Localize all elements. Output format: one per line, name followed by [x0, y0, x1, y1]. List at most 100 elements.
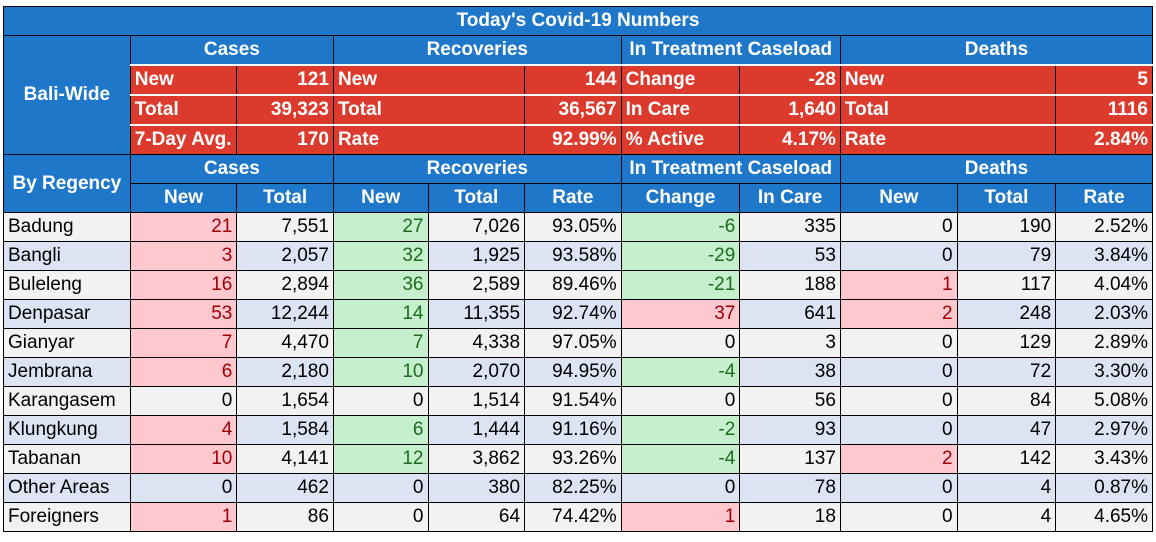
regency-value: 1,654 [236, 386, 334, 416]
bali-wide-label-cell: New [129, 64, 238, 96]
regency-value: 93.05% [524, 212, 622, 242]
regency-value: 93 [739, 415, 841, 445]
bali-wide-group-header: Deaths [839, 35, 1154, 66]
regency-value: 2,589 [427, 270, 526, 300]
regency-value: 2,057 [236, 241, 334, 271]
regency-value: 11,355 [427, 299, 526, 329]
table-row: Badung 21 7,551 27 7,026 93.05% -6 335 0 190 2.52% [3, 212, 1153, 242]
regency-value: 16 [129, 270, 238, 300]
regency-name: Klungkung [3, 415, 131, 445]
regency-group-header: Recoveries [332, 154, 622, 184]
regency-value: 72 [956, 357, 1057, 387]
table-row: Foreigners 1 86 0 64 74.42% 1 18 0 4 4.65% [3, 502, 1153, 532]
regency-value: 6 [332, 415, 429, 445]
regency-value: 21 [129, 212, 238, 242]
regency-value: 47 [956, 415, 1057, 445]
regency-value: 0 [129, 473, 238, 503]
table-row: Denpasar 53 12,244 14 11,355 92.74% 37 641 2 248 2… [3, 299, 1153, 329]
regency-value: 12,244 [236, 299, 334, 329]
bali-wide-value-cell: 92.99% [524, 124, 622, 155]
bali-wide-value-cell: 144 [524, 64, 622, 96]
regency-value: 7,026 [427, 212, 526, 242]
regency-column-header: Total [956, 183, 1057, 213]
regency-value: 641 [739, 299, 841, 329]
by-regency-label: By Regency [3, 154, 131, 213]
regency-name: Badung [3, 212, 131, 242]
regency-value: 2.03% [1055, 299, 1153, 329]
regency-name: Gianyar [3, 328, 131, 358]
bali-wide-label-cell: In Care [620, 94, 741, 126]
regency-value: 0 [839, 357, 958, 387]
regency-value: 10 [129, 444, 238, 474]
bali-wide-label-cell: Change [620, 64, 741, 96]
regency-value: 37 [620, 299, 741, 329]
regency-value: 2.97% [1055, 415, 1153, 445]
regency-value: 79 [956, 241, 1057, 271]
regency-value: 10 [332, 357, 429, 387]
regency-value: 56 [739, 386, 841, 416]
bali-wide-value-cell: 170 [236, 124, 334, 155]
regency-value: 1,514 [427, 386, 526, 416]
regency-value: 0 [620, 473, 741, 503]
regency-value: 129 [956, 328, 1057, 358]
regency-value: 7 [332, 328, 429, 358]
regency-value: -4 [620, 357, 741, 387]
regency-value: 0 [620, 328, 741, 358]
table-title: Today's Covid-19 Numbers [3, 6, 1153, 36]
regency-value: 335 [739, 212, 841, 242]
regency-value: 53 [129, 299, 238, 329]
regency-value: 0 [839, 415, 958, 445]
bali-wide-label-cell: 7-Day Avg. [129, 124, 238, 155]
bali-wide-value-cell: 39,323 [236, 94, 334, 126]
regency-column-header: In Care [739, 183, 841, 213]
regency-value: 86 [236, 502, 334, 532]
regency-value: 1 [129, 502, 238, 532]
regency-value: 6 [129, 357, 238, 387]
regency-group-header: Cases [129, 154, 334, 184]
regency-value: -29 [620, 241, 741, 271]
regency-value: 0 [839, 386, 958, 416]
regency-value: 7,551 [236, 212, 334, 242]
table-row: Bangli 3 2,057 32 1,925 93.58% -29 53 0 79 3.84% [3, 241, 1153, 271]
regency-value: 0 [839, 473, 958, 503]
bali-wide-label-cell: Total [332, 94, 526, 126]
regency-value: 12 [332, 444, 429, 474]
regency-value: -2 [620, 415, 741, 445]
regency-value: 3.43% [1055, 444, 1153, 474]
regency-value: 2 [839, 299, 958, 329]
bali-wide-value-cell: 36,567 [524, 94, 622, 126]
regency-value: 4.04% [1055, 270, 1153, 300]
regency-value: 64 [427, 502, 526, 532]
bali-wide-value-cell: 1116 [1055, 94, 1153, 126]
bali-wide-label-cell: Rate [839, 124, 1057, 155]
regency-value: 1,925 [427, 241, 526, 271]
regency-value: 3,862 [427, 444, 526, 474]
regency-value: 4 [956, 502, 1057, 532]
regency-value: 89.46% [524, 270, 622, 300]
regency-value: 0 [332, 473, 429, 503]
bali-wide-label-cell: New [839, 64, 1057, 96]
regency-value: 0 [839, 212, 958, 242]
regency-value: 0 [620, 386, 741, 416]
regency-column-header: New [129, 183, 238, 213]
regency-value: 2.52% [1055, 212, 1153, 242]
regency-value: 188 [739, 270, 841, 300]
regency-value: 94.95% [524, 357, 622, 387]
regency-value: 14 [332, 299, 429, 329]
regency-value: 142 [956, 444, 1057, 474]
regency-value: 38 [739, 357, 841, 387]
regency-value: 2.89% [1055, 328, 1153, 358]
regency-value: 2,070 [427, 357, 526, 387]
regency-column-header: New [332, 183, 429, 213]
bali-wide-value-cell: 121 [236, 64, 334, 96]
regency-value: 4 [956, 473, 1057, 503]
regency-value: -6 [620, 212, 741, 242]
bali-wide-group-header: Cases [129, 35, 334, 66]
regency-value: 0 [839, 328, 958, 358]
table-row: Tabanan 10 4,141 12 3,862 93.26% -4 137 2 142 3.43… [3, 444, 1153, 474]
regency-name: Jembrana [3, 357, 131, 387]
regency-column-header: Rate [524, 183, 622, 213]
regency-value: 1 [620, 502, 741, 532]
regency-value: 4,338 [427, 328, 526, 358]
regency-value: -4 [620, 444, 741, 474]
